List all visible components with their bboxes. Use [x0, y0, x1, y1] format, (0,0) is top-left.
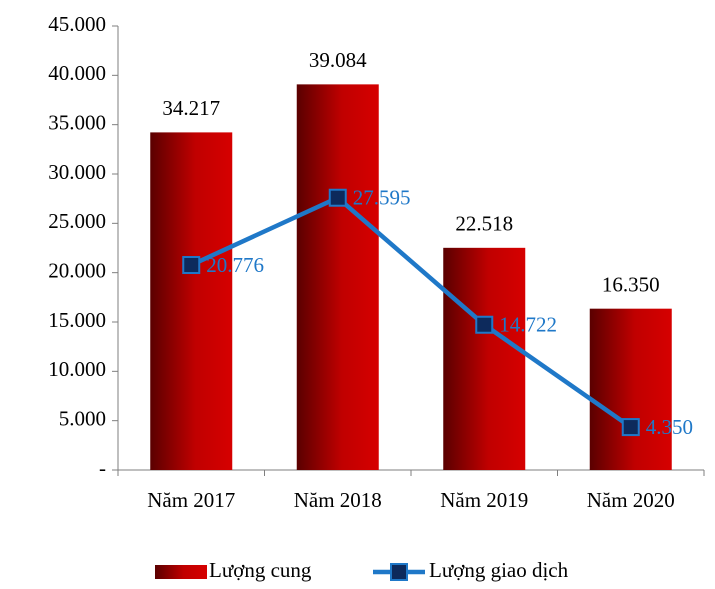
bar — [296, 84, 379, 470]
y-tick-label: 35.000 — [48, 110, 106, 134]
legend-swatch — [155, 565, 207, 579]
bar-value-label: 34.217 — [162, 96, 220, 120]
marker — [621, 418, 640, 437]
line-value-label: 27.595 — [353, 186, 411, 210]
x-tick-label: Năm 2017 — [147, 488, 235, 512]
x-tick-label: Năm 2020 — [587, 488, 675, 512]
bar-value-label: 16.350 — [602, 272, 660, 296]
line — [190, 195, 633, 429]
bar-value-label: 39.084 — [309, 48, 367, 72]
y-tick-label: 5.000 — [59, 406, 106, 430]
line-value-label: 14.722 — [499, 313, 557, 337]
bar — [589, 308, 672, 470]
bar-value-label: 22.518 — [455, 212, 513, 236]
y-tick-label: 40.000 — [48, 61, 106, 85]
y-tick-label: 25.000 — [48, 209, 106, 233]
marker — [182, 256, 201, 275]
marker — [328, 188, 347, 207]
bar — [150, 132, 233, 470]
y-tick-label: 10.000 — [48, 357, 106, 381]
y-tick-label: 15.000 — [48, 308, 106, 332]
bar — [443, 247, 526, 470]
x-tick-label: Năm 2019 — [440, 488, 528, 512]
y-tick-label: 30.000 — [48, 160, 106, 184]
line-value-label: 4.350 — [646, 415, 693, 439]
x-tick-label: Năm 2018 — [294, 488, 382, 512]
marker — [475, 315, 494, 334]
y-tick-label: - — [99, 456, 106, 480]
legend-label: Lượng giao dịch — [429, 558, 569, 582]
legend-marker — [390, 563, 408, 581]
line-value-label: 20.776 — [206, 253, 264, 277]
y-tick-label: 20.000 — [48, 258, 106, 282]
legend-label: Lượng cung — [209, 558, 312, 582]
y-tick-label: 45.000 — [48, 12, 106, 36]
